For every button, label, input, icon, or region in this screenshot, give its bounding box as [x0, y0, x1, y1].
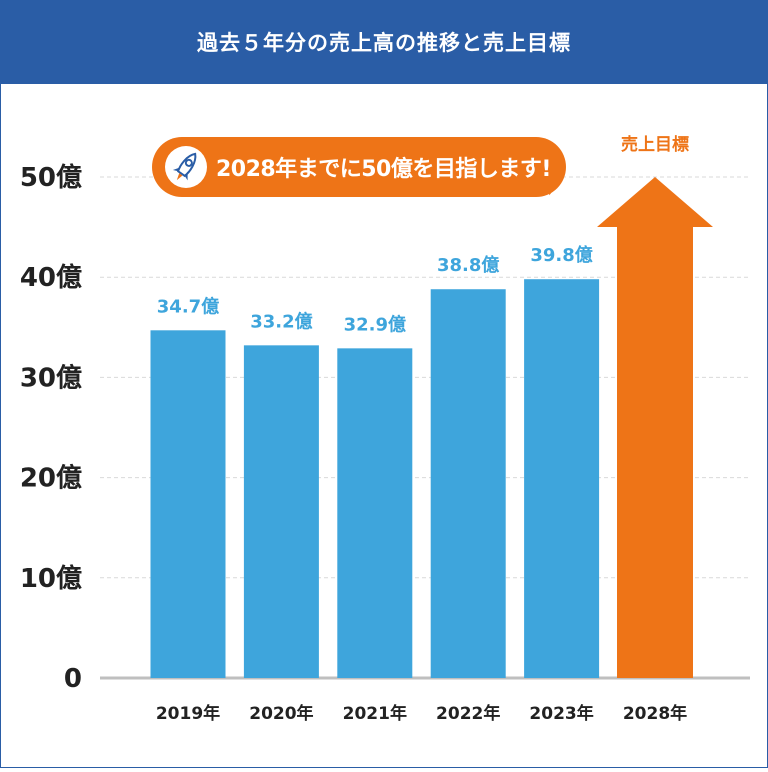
data-label: 33.2億	[250, 310, 312, 332]
data-bar	[524, 279, 600, 678]
data-label: 39.8億	[530, 244, 592, 266]
chart-title: 過去５年分の売上高の推移と売上目標	[197, 31, 571, 55]
data-bar	[430, 289, 506, 678]
data-bar	[337, 348, 413, 678]
x-tick-label: 2019年	[156, 703, 220, 724]
data-bar	[150, 330, 226, 678]
target-label: 売上目標	[621, 134, 689, 155]
sales-chart: 0 10億 20億 30億 40億 50億 2019年 34.7億 2020年 33.2億 2021…	[20, 134, 750, 724]
x-tick-label: 2021年	[343, 703, 407, 724]
x-tick-label: 2028年	[623, 703, 687, 724]
callout-text: 2028年までに50億を目指します!	[216, 157, 551, 182]
x-tick-label: 2022年	[436, 703, 500, 724]
y-tick-label: 50億	[20, 163, 82, 193]
target-arrow	[597, 177, 713, 678]
goal-callout: 2028年までに50億を目指します!	[152, 137, 566, 197]
data-label: 34.7億	[157, 295, 219, 317]
rocket-icon	[160, 141, 212, 193]
y-tick-label: 20億	[20, 464, 82, 494]
plot-area: 0 10億 20億 30億 40億 50億 2019年 34.7億 2020年 33.2億 2021…	[0, 84, 768, 768]
y-tick-label: 30億	[20, 363, 82, 393]
x-tick-label: 2023年	[529, 703, 593, 724]
data-label: 38.8億	[437, 254, 499, 276]
x-tick-label: 2020年	[249, 703, 313, 724]
chart-header: 過去５年分の売上高の推移と売上目標	[0, 0, 768, 84]
y-tick-label: 40億	[20, 263, 82, 293]
y-tick-label: 0	[64, 664, 82, 694]
data-bar	[243, 345, 319, 678]
data-label: 32.9億	[344, 313, 406, 335]
y-tick-label: 10億	[20, 564, 82, 594]
